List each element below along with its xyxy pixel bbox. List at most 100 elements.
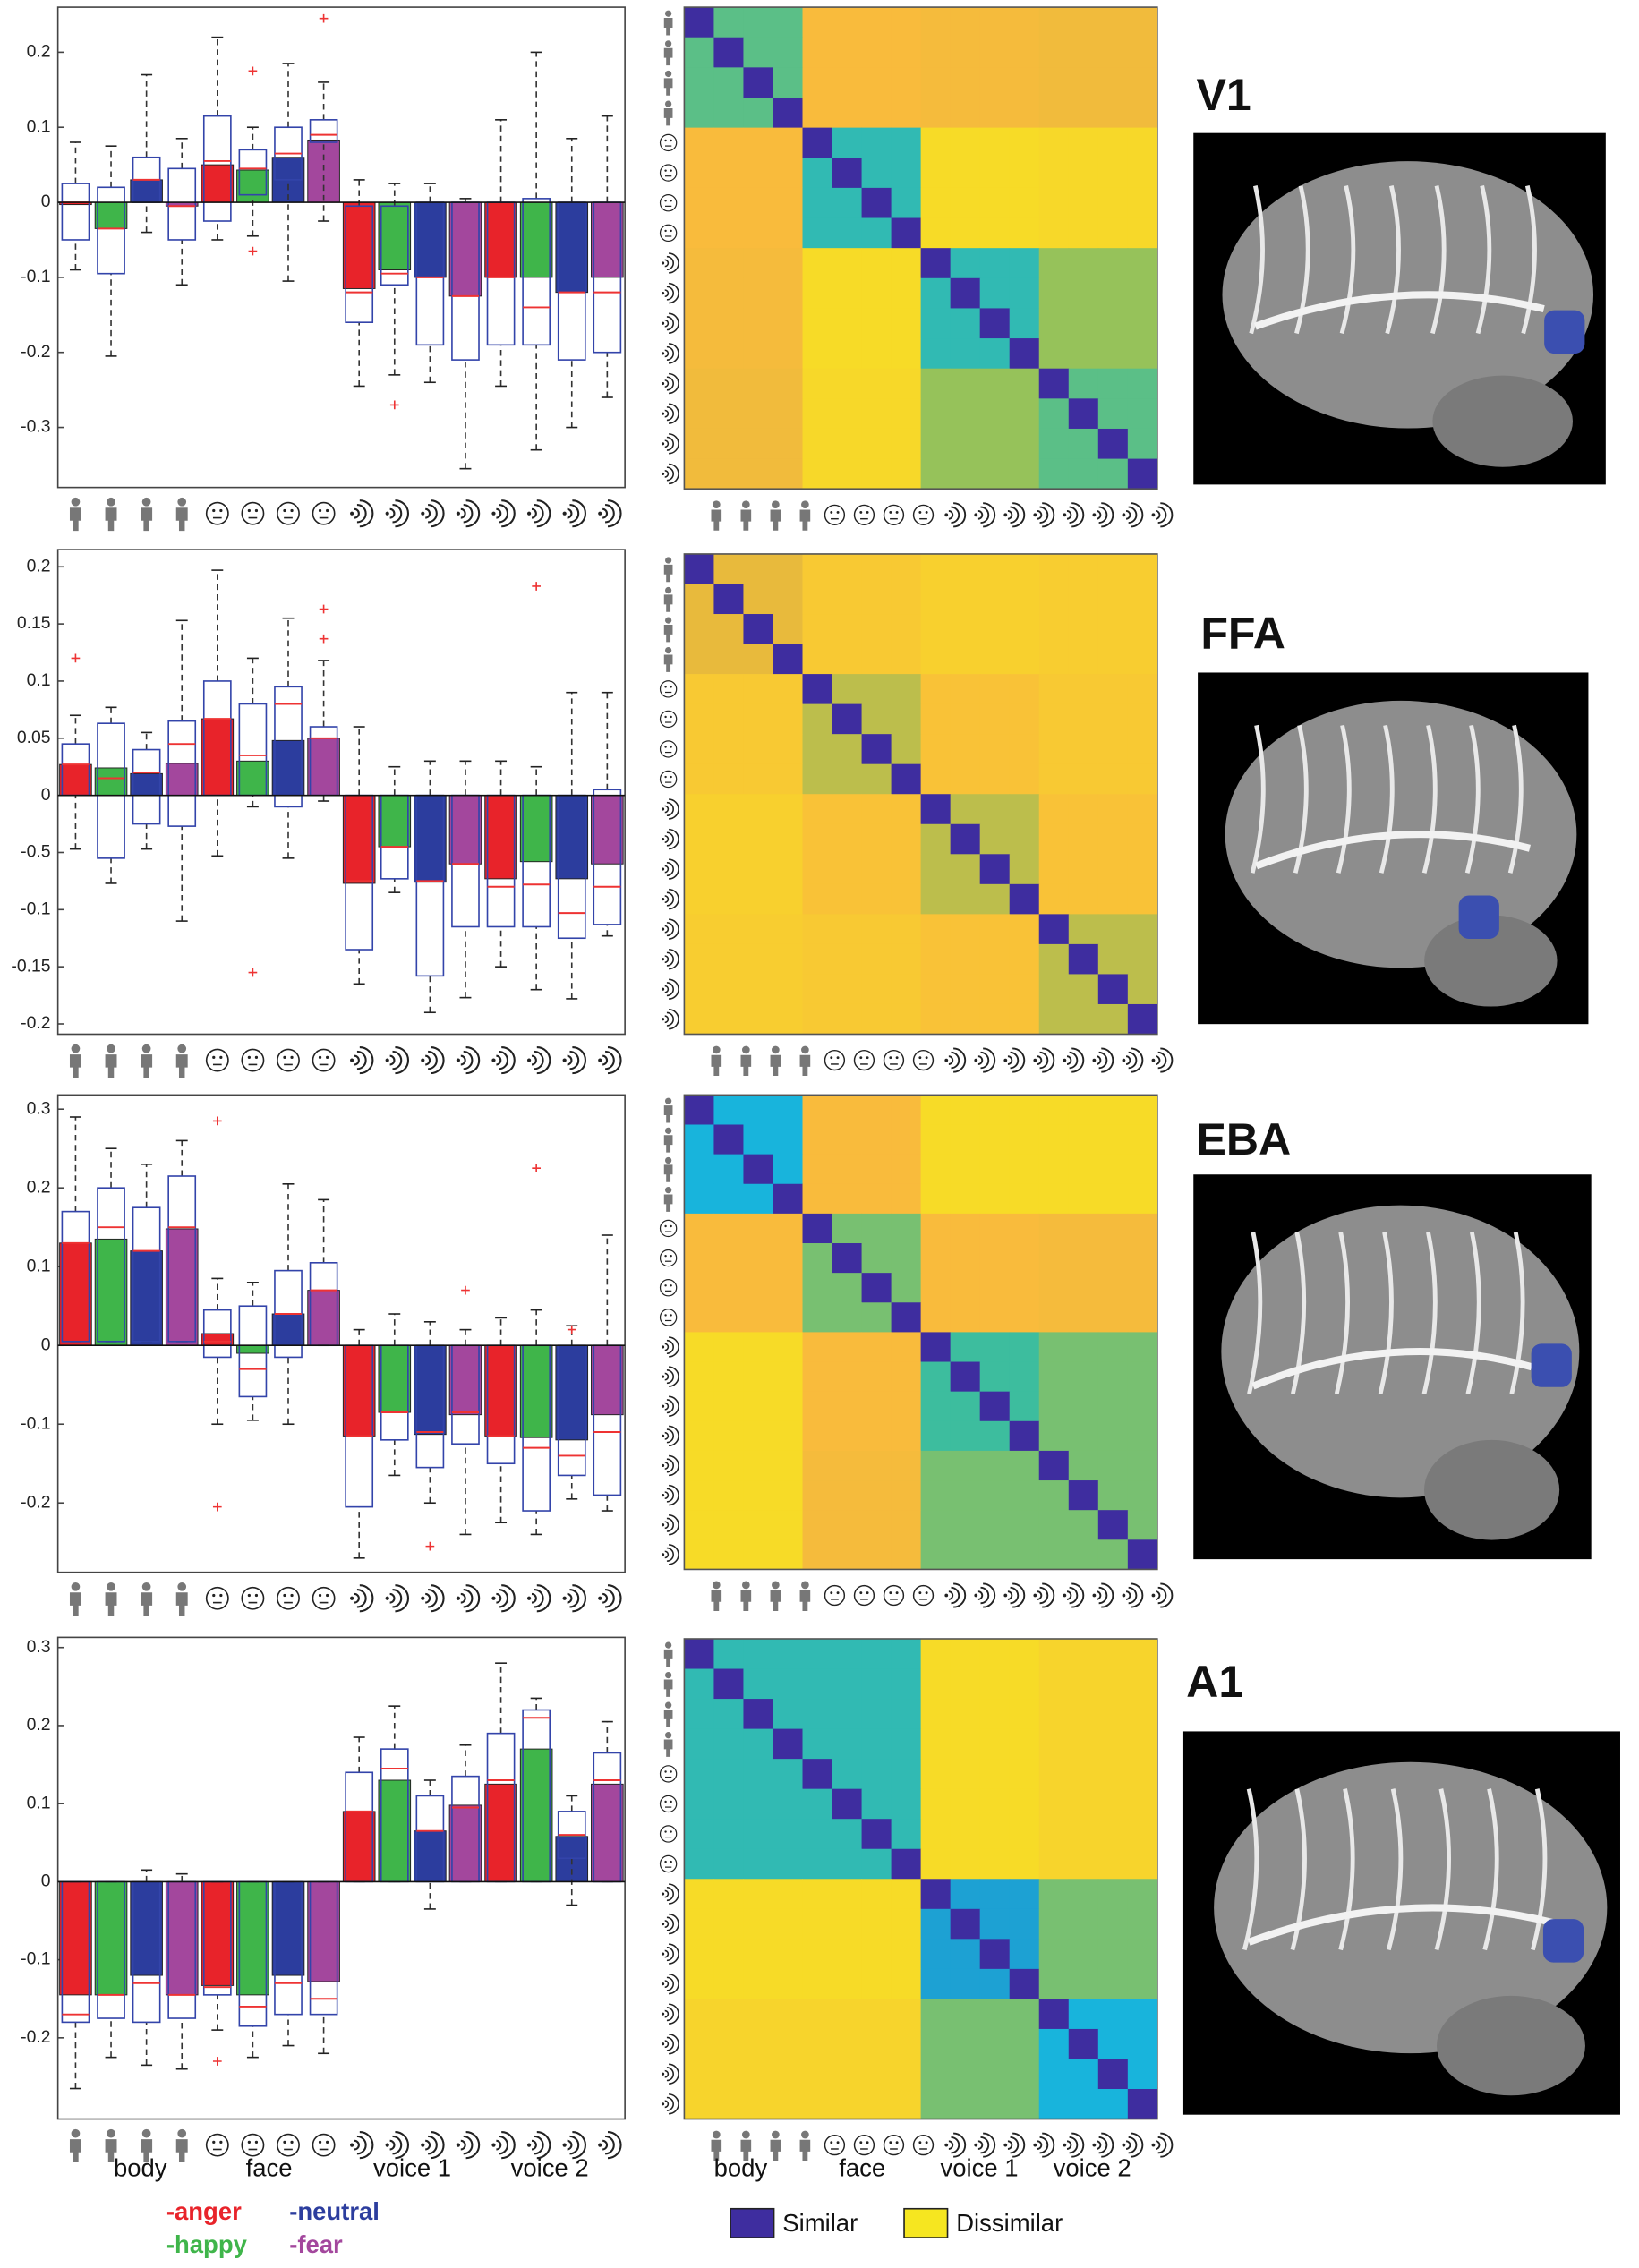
icon-eye xyxy=(254,1593,259,1598)
matrix-cell xyxy=(861,1273,892,1303)
matrix-cell xyxy=(979,277,1011,309)
matrix-cell xyxy=(832,1213,863,1244)
bar xyxy=(519,201,553,278)
category-icon xyxy=(661,1425,679,1447)
category-icon xyxy=(663,617,673,643)
matrix-cell xyxy=(861,1003,892,1035)
icon-dot xyxy=(1092,1058,1097,1062)
category-icon xyxy=(661,918,679,940)
matrix-cell xyxy=(743,1095,773,1125)
matrix-cell xyxy=(802,1391,833,1422)
icon-eye xyxy=(859,1056,863,1060)
icon-body xyxy=(105,1054,117,1078)
icon-dot xyxy=(1151,513,1156,517)
icon-face xyxy=(659,710,678,729)
matrix-cell xyxy=(920,914,952,945)
matrix-cell xyxy=(684,614,714,645)
matrix-cell xyxy=(773,883,803,915)
matrix-cell xyxy=(1068,1539,1099,1570)
matrix-cell xyxy=(684,823,714,855)
matrix-cell xyxy=(802,914,833,945)
matrix-cell xyxy=(832,1183,863,1215)
category-icon xyxy=(385,499,409,528)
matrix-cell xyxy=(1038,217,1070,249)
matrix-cell xyxy=(743,1968,773,1999)
matrix-cell xyxy=(979,1450,1011,1481)
category-icon xyxy=(661,858,679,880)
icon-wave xyxy=(354,1054,360,1066)
matrix-cell xyxy=(1038,1999,1070,2030)
icon-body xyxy=(663,107,673,126)
bar xyxy=(94,1238,128,1346)
matrix-cell xyxy=(713,2059,744,2090)
matrix-cell xyxy=(713,794,744,825)
matrix-cell xyxy=(802,217,833,249)
matrix-cell xyxy=(891,158,922,189)
matrix-cell xyxy=(713,883,744,915)
outlier xyxy=(248,66,258,76)
matrix-cell xyxy=(802,2089,833,2120)
matrix-cell xyxy=(950,217,981,249)
matrix-cell xyxy=(713,187,744,219)
bar xyxy=(414,1344,447,1436)
matrix-cell xyxy=(832,1699,863,1730)
matrix-cell xyxy=(1097,1450,1129,1481)
category-icon xyxy=(491,2131,516,2160)
icon-wave xyxy=(463,1589,474,1608)
matrix-cell xyxy=(743,974,773,1005)
matrix-cell xyxy=(920,614,952,645)
matrix-cell xyxy=(1068,277,1099,309)
matrix-cell xyxy=(832,97,863,129)
matrix-cell xyxy=(1009,187,1040,219)
category-icon xyxy=(598,499,622,528)
matrix-cell xyxy=(802,67,833,98)
cerebellum xyxy=(1424,1439,1560,1540)
matrix-cell xyxy=(773,338,803,370)
matrix-cell xyxy=(979,703,1011,735)
matrix-cell xyxy=(773,584,803,615)
matrix-cell xyxy=(743,1361,773,1393)
matrix-cell xyxy=(920,703,952,735)
brain-sulcus xyxy=(1386,1788,1404,1951)
matrix-cell xyxy=(1068,368,1099,399)
matrix-cell xyxy=(832,428,863,460)
matrix-cell xyxy=(773,823,803,855)
matrix-cell xyxy=(891,428,922,460)
matrix-cell xyxy=(950,943,981,975)
category-icon xyxy=(312,1586,336,1610)
icon-dot xyxy=(661,898,665,901)
icon-dot xyxy=(491,1596,496,1600)
icon-wave xyxy=(664,1521,670,1530)
outlier xyxy=(212,1502,222,1512)
matrix-cell xyxy=(684,127,714,158)
matrix-cell xyxy=(1127,674,1158,705)
category-icon xyxy=(241,501,265,525)
matrix-cell xyxy=(684,2089,714,2120)
category-icon xyxy=(659,1279,678,1297)
icon-wave xyxy=(666,951,674,967)
matrix-cell xyxy=(773,1908,803,1940)
matrix-cell xyxy=(743,883,773,915)
matrix-cell xyxy=(713,974,744,1005)
matrix-cell xyxy=(979,458,1011,490)
category-icon xyxy=(661,312,679,334)
matrix-cell xyxy=(743,1908,773,1940)
matrix-cell xyxy=(950,644,981,675)
category-icon xyxy=(141,1582,153,1616)
matrix-cell xyxy=(832,1848,863,1880)
matrix-cell xyxy=(1038,1243,1070,1274)
matrix-cell xyxy=(743,584,773,615)
icon-eye xyxy=(889,1056,892,1060)
icon-wave xyxy=(664,1491,670,1500)
category-icon xyxy=(277,501,300,525)
icon-eye xyxy=(664,1830,667,1833)
icon-body xyxy=(663,1194,673,1212)
matrix-cell xyxy=(743,823,773,855)
matrix-cell xyxy=(1068,1450,1099,1481)
matrix-cell xyxy=(920,1968,952,1999)
outlier xyxy=(567,1325,576,1334)
icon-body xyxy=(740,1590,752,1611)
matrix-cell xyxy=(743,1539,773,1570)
matrix-cell xyxy=(1038,1450,1070,1481)
matrix-cell xyxy=(1097,614,1129,645)
